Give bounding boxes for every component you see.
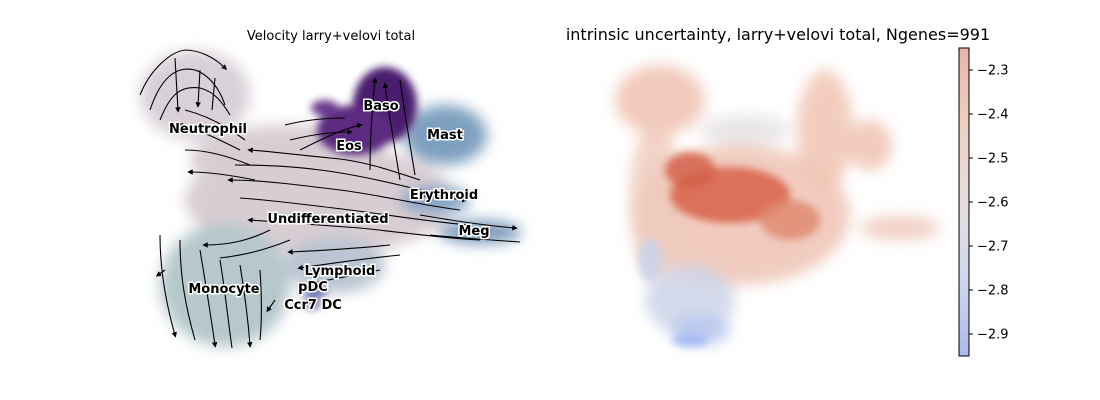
label-meg: Meg xyxy=(458,224,489,239)
colorbar-tick-label: −2.8 xyxy=(977,284,1009,299)
streamline xyxy=(429,234,521,243)
streamline xyxy=(259,269,263,341)
uncertainty-panel-title: intrinsic uncertainty, larry+velovi tota… xyxy=(566,25,990,44)
colorbar-tick-label: −2.3 xyxy=(977,64,1009,79)
cluster-labels: Neutrophil Baso Mast Eos Erythroid Undif… xyxy=(168,98,492,315)
colorbar-tick-label: −2.9 xyxy=(977,328,1009,343)
streamline xyxy=(174,57,181,113)
velocity-panel-title: Velocity larry+velovi total xyxy=(247,29,415,44)
streamline xyxy=(287,244,391,255)
uncertainty-embedding xyxy=(615,65,940,346)
streamline xyxy=(155,269,166,277)
cluster-erythroid xyxy=(400,185,470,215)
label-neutrophil: Neutrophil xyxy=(169,122,247,137)
cluster-ccr7dc xyxy=(303,299,321,309)
streamline xyxy=(195,69,201,108)
streamline xyxy=(239,264,253,348)
uncertainty-panel: intrinsic uncertainty, larry+velovi tota… xyxy=(566,25,1009,357)
region-high-left xyxy=(665,152,715,188)
region-low-left xyxy=(638,238,662,282)
cluster-mast xyxy=(403,105,487,165)
colorbar-tick-label: −2.6 xyxy=(977,196,1009,211)
colorbar-tick-label: −2.4 xyxy=(977,108,1009,123)
streamline xyxy=(399,79,416,176)
region-high-right xyxy=(760,200,820,240)
streamline xyxy=(177,122,241,151)
label-eos: Eos xyxy=(336,139,362,154)
streamline xyxy=(184,149,251,166)
velocity-streamlines xyxy=(139,49,521,349)
streamline xyxy=(382,82,401,181)
streamline xyxy=(289,129,353,141)
label-pdc: pDC xyxy=(298,280,328,295)
streamline xyxy=(184,109,246,141)
label-monocyte: Monocyte xyxy=(188,282,259,297)
colorbar-tick-label: −2.7 xyxy=(977,240,1009,255)
streamline xyxy=(187,169,256,181)
cluster-monocyte xyxy=(160,223,290,347)
streamline xyxy=(266,299,276,313)
label-ccr7-dc: Ccr7 DC xyxy=(284,298,342,313)
cluster-neutrophil xyxy=(140,50,250,140)
streamline xyxy=(247,147,421,181)
region-tail xyxy=(860,216,940,240)
streamline xyxy=(159,86,231,121)
streamline xyxy=(211,77,216,111)
region-right-lobe xyxy=(848,120,892,170)
label-undifferentiated: Undifferentiated xyxy=(267,212,388,227)
region-left-arm xyxy=(630,120,680,280)
streamline xyxy=(202,229,271,248)
streamline xyxy=(227,177,461,211)
label-mast: Mast xyxy=(427,128,463,143)
streamline xyxy=(159,234,177,338)
label-baso: Baso xyxy=(363,99,398,114)
region-upper-arc xyxy=(700,115,790,145)
cluster-eos-left xyxy=(311,100,339,116)
streamline xyxy=(139,49,227,96)
colorbar: −2.3 −2.4 −2.5 −2.6 −2.7 −2.8 −2.9 xyxy=(958,47,1009,357)
streamline xyxy=(219,239,291,259)
streamline xyxy=(239,197,471,226)
cluster-pdc xyxy=(303,286,327,298)
streamline xyxy=(149,68,226,111)
streamline xyxy=(284,117,346,126)
region-neutrophil xyxy=(615,65,705,135)
colorbar-tick-label: −2.5 xyxy=(977,152,1009,167)
streamline xyxy=(247,217,481,241)
colorbar-ticks: −2.3 −2.4 −2.5 −2.6 −2.7 −2.8 −2.9 xyxy=(969,64,1009,343)
streamline xyxy=(369,77,378,171)
streamline xyxy=(219,259,233,349)
streamline xyxy=(199,249,218,348)
streamline xyxy=(297,254,401,271)
label-lymphoid: Lymphoid xyxy=(305,264,376,279)
streamline xyxy=(409,194,468,203)
velocity-panel: Velocity larry+velovi total xyxy=(139,29,522,349)
streamline xyxy=(419,214,518,231)
streamline xyxy=(234,164,441,196)
region-low-bottom xyxy=(672,334,708,346)
streamline xyxy=(179,239,196,341)
region-right-tower xyxy=(797,70,853,190)
label-erythroid: Erythroid xyxy=(410,188,478,203)
cluster-eos xyxy=(317,105,393,155)
streamline xyxy=(299,122,363,151)
streamline xyxy=(299,269,381,286)
colorbar-gradient xyxy=(958,47,970,357)
